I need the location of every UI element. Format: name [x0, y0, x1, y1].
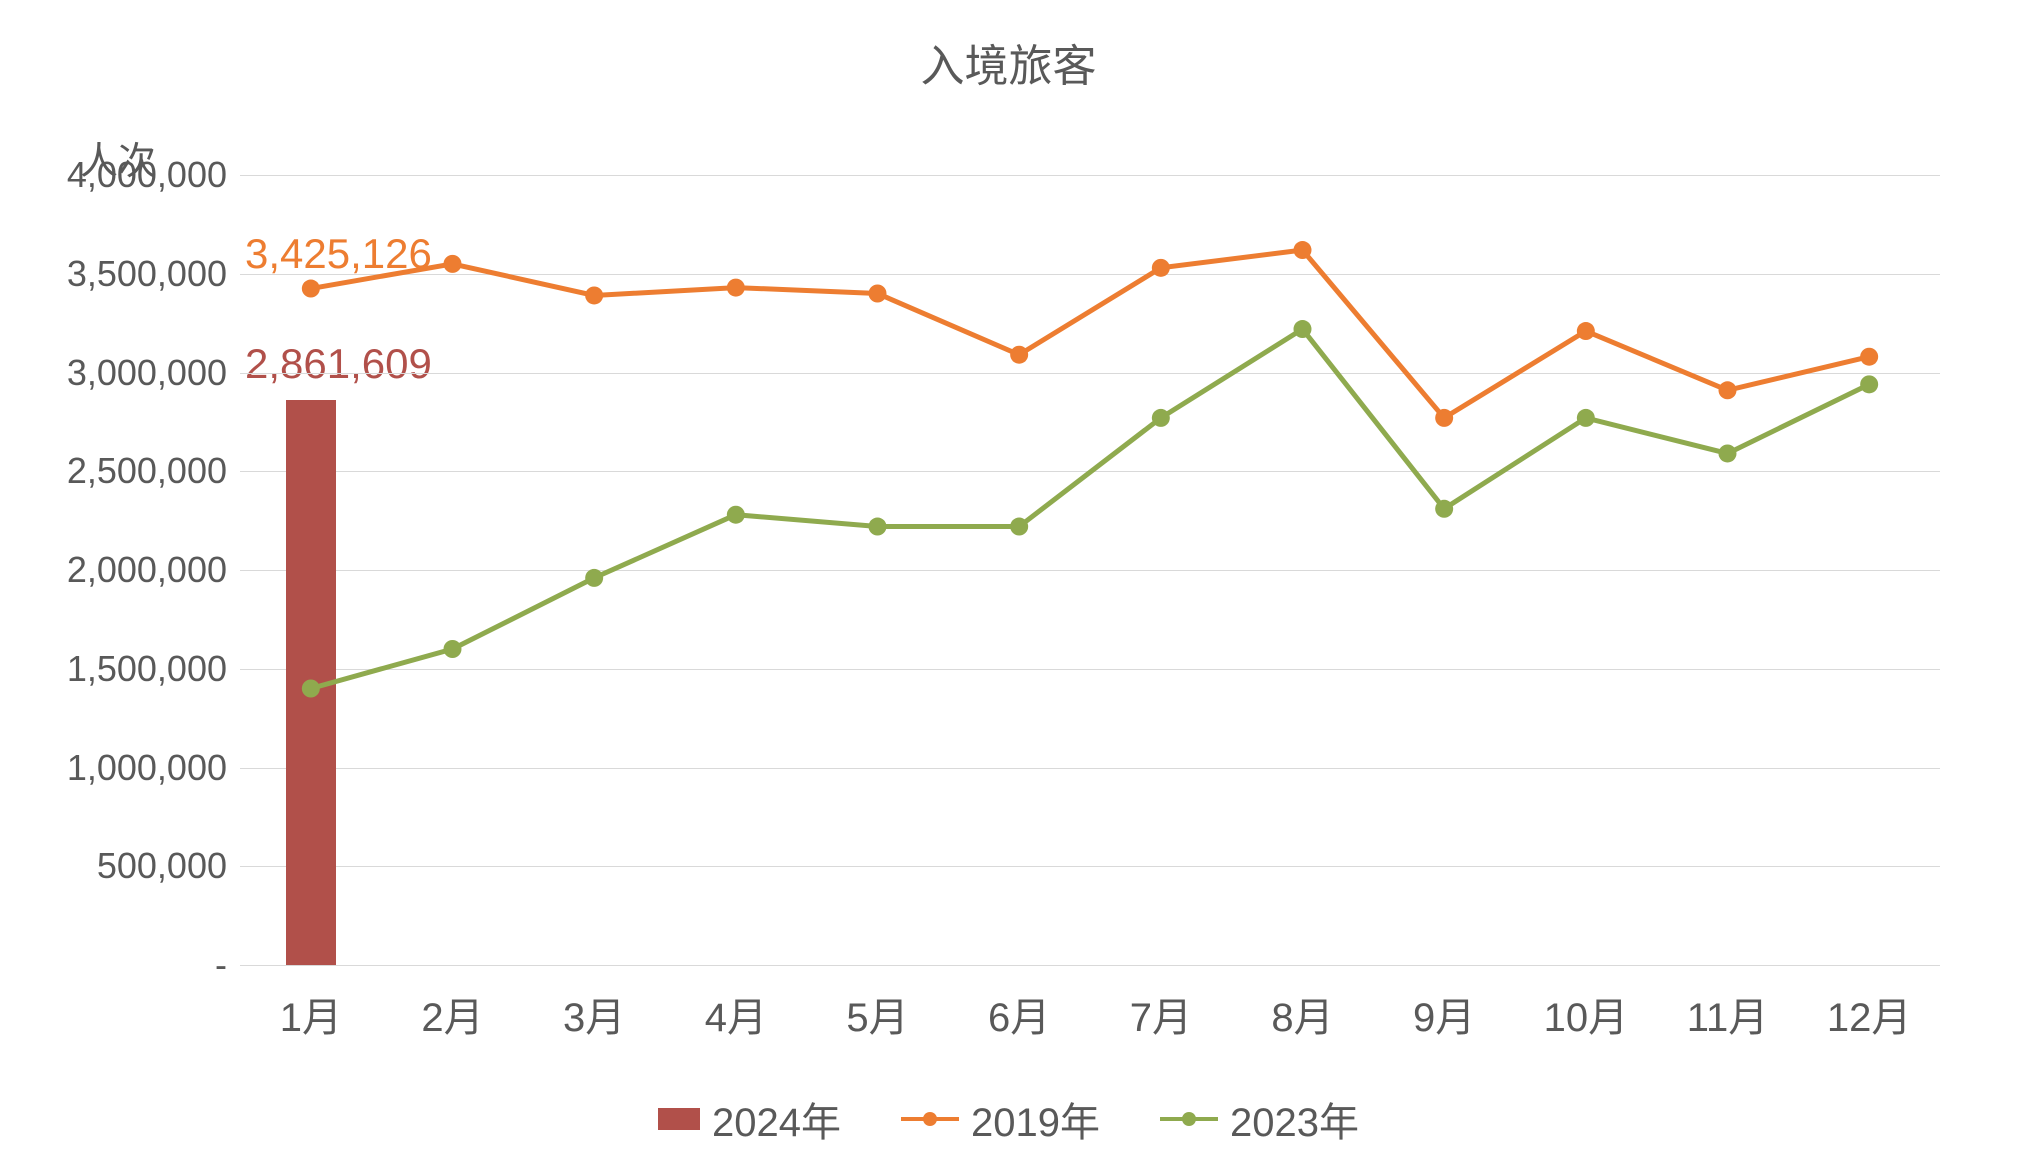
line-marker	[869, 285, 887, 303]
line-marker	[444, 255, 462, 273]
chart-container: 入境旅客 人次 -500,0001,000,0001,500,0002,000,…	[0, 0, 2017, 1173]
x-tick-label: 6月	[988, 985, 1050, 1043]
y-tick-label: 3,000,000	[27, 352, 227, 394]
legend-item-2019: .legend-item:nth-child(2) .legend-swatch…	[901, 1090, 1100, 1148]
line-marker	[1719, 381, 1737, 399]
line-marker	[1294, 320, 1312, 338]
x-tick-label: 8月	[1271, 985, 1333, 1043]
x-tick-label: 10月	[1544, 985, 1629, 1043]
y-tick-label: 1,000,000	[27, 747, 227, 789]
line-marker	[444, 640, 462, 658]
line-path	[311, 329, 1869, 688]
legend-swatch-line-icon: .legend-item:nth-child(2) .legend-swatch…	[901, 1117, 959, 1121]
line-marker	[1719, 444, 1737, 462]
line-marker	[1860, 375, 1878, 393]
line-path	[311, 250, 1869, 418]
y-tick-label: 1,500,000	[27, 648, 227, 690]
x-tick-label: 5月	[846, 985, 908, 1043]
line-marker	[585, 286, 603, 304]
x-tick-label: 2月	[421, 985, 483, 1043]
line-marker	[585, 569, 603, 587]
line-marker	[1577, 409, 1595, 427]
legend-label: 2019年	[971, 1090, 1100, 1148]
line-marker	[302, 680, 320, 698]
line-marker	[1152, 259, 1170, 277]
x-tick-label: 4月	[705, 985, 767, 1043]
y-tick-label: 4,000,000	[27, 154, 227, 196]
y-tick-label: 3,500,000	[27, 253, 227, 295]
line-marker	[1152, 409, 1170, 427]
line-marker	[727, 506, 745, 524]
line-marker	[1010, 518, 1028, 536]
plot-area	[240, 175, 1940, 965]
chart-title: 入境旅客	[0, 30, 2017, 94]
line-marker	[1294, 241, 1312, 259]
line-marker	[302, 280, 320, 298]
x-tick-label: 1月	[280, 985, 342, 1043]
y-tick-label: 2,500,000	[27, 450, 227, 492]
legend-label: 2024年	[712, 1090, 841, 1148]
gridline	[240, 965, 1940, 966]
x-tick-label: 3月	[563, 985, 625, 1043]
line-marker	[727, 279, 745, 297]
line-marker	[1435, 409, 1453, 427]
line-marker	[1860, 348, 1878, 366]
x-tick-label: 11月	[1687, 985, 1769, 1043]
legend: 2024年 .legend-item:nth-child(2) .legend-…	[0, 1090, 2017, 1148]
x-tick-label: 7月	[1130, 985, 1192, 1043]
legend-label: 2023年	[1230, 1090, 1359, 1148]
line-marker	[1577, 322, 1595, 340]
y-tick-label: -	[27, 944, 227, 986]
x-tick-label: 9月	[1413, 985, 1475, 1043]
y-tick-label: 500,000	[27, 845, 227, 887]
line-marker	[1010, 346, 1028, 364]
line-marker	[1435, 500, 1453, 518]
y-tick-label: 2,000,000	[27, 549, 227, 591]
legend-item-2023: .legend-item:nth-child(3) .legend-swatch…	[1160, 1090, 1359, 1148]
line-marker	[869, 518, 887, 536]
legend-item-2024: 2024年	[658, 1090, 841, 1148]
legend-swatch-line-icon: .legend-item:nth-child(3) .legend-swatch…	[1160, 1117, 1218, 1121]
line-series	[240, 175, 1940, 965]
legend-swatch-bar-icon	[658, 1108, 700, 1130]
x-tick-label: 12月	[1827, 985, 1912, 1043]
